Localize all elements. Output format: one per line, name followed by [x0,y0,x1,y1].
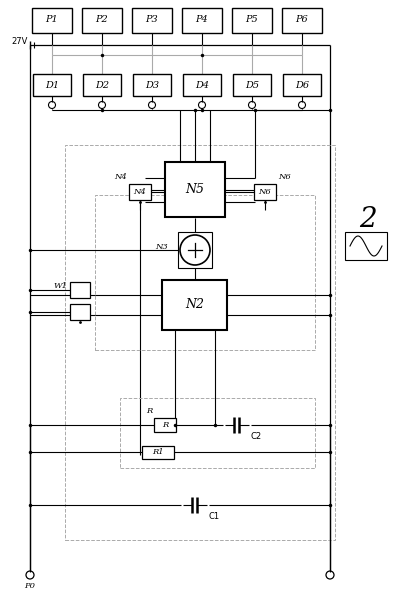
Text: R1: R1 [152,448,163,456]
Text: P1: P1 [45,16,58,25]
Bar [95,195,314,350]
Text: N4: N4 [133,188,146,196]
Text: C2: C2 [250,432,261,441]
Bar [120,398,314,468]
Bar [233,74,270,96]
Text: N6: N6 [258,188,271,196]
Bar [253,184,275,200]
Text: N2: N2 [185,298,204,311]
Text: D5: D5 [244,80,258,89]
Bar [162,280,227,330]
Bar [344,232,386,260]
Bar [231,7,271,32]
Bar [70,282,90,298]
Bar [82,7,122,32]
Bar [65,145,334,540]
Bar [70,304,90,320]
Text: P3: P3 [145,16,158,25]
Text: N3: N3 [155,243,168,251]
Text: D6: D6 [294,80,308,89]
Bar [32,7,72,32]
Bar [142,445,174,458]
Text: D3: D3 [145,80,159,89]
Text: P6: P6 [295,16,308,25]
Bar [178,232,211,268]
Bar [129,184,151,200]
Text: P4: P4 [195,16,208,25]
Text: N6: N6 [277,173,290,181]
Text: R: R [146,407,152,415]
Text: D4: D4 [194,80,209,89]
Text: 2: 2 [358,206,376,233]
Bar [182,74,221,96]
Bar [282,74,320,96]
Text: N5: N5 [185,184,204,196]
Bar [83,74,121,96]
Bar [164,163,225,217]
Text: N4: N4 [114,173,127,181]
Bar [33,74,71,96]
Bar [132,7,172,32]
Text: P0: P0 [24,582,35,590]
Text: D2: D2 [95,80,109,89]
Text: R: R [162,421,168,429]
Bar [182,7,221,32]
Text: D1: D1 [45,80,59,89]
Bar [281,7,321,32]
Text: P2: P2 [95,16,108,25]
Bar [154,418,176,432]
Text: W1: W1 [53,282,67,290]
Text: C1: C1 [209,512,220,521]
Text: P5: P5 [245,16,258,25]
Text: 27V: 27V [12,37,28,46]
Bar [133,74,170,96]
